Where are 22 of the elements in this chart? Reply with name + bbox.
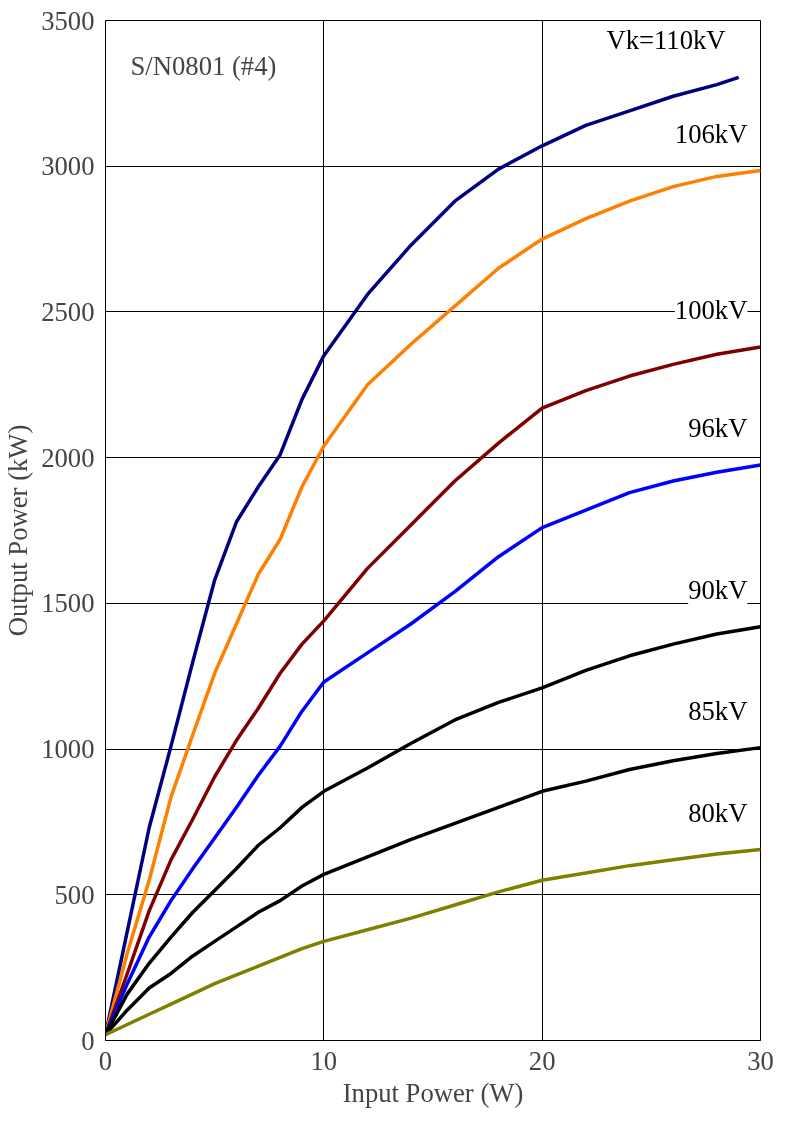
series-label: 85kV bbox=[688, 695, 748, 726]
annotation: S/N0801 (#4) bbox=[130, 50, 277, 81]
y-tick-label: 3500 bbox=[41, 5, 95, 36]
x-tick-label: 20 bbox=[528, 1045, 556, 1076]
series-label: 106kV bbox=[674, 118, 748, 149]
x-tick-label: 30 bbox=[747, 1045, 774, 1076]
line-series bbox=[105, 847, 761, 1037]
y-axis-title: Output Power (kW) bbox=[3, 424, 34, 637]
series-label: 80kV bbox=[688, 797, 748, 828]
series-label: 96kV bbox=[688, 412, 748, 443]
series-label: 100kV bbox=[674, 294, 748, 325]
series-label: Vk=110kV bbox=[606, 25, 726, 56]
y-tick-label: 1000 bbox=[41, 734, 95, 765]
y-tick-label: 2000 bbox=[41, 442, 95, 473]
y-tick-label: 3000 bbox=[41, 151, 95, 182]
series-label: 90kV bbox=[688, 574, 748, 605]
y-tick-label: 0 bbox=[81, 1025, 95, 1056]
y-tick-label: 2500 bbox=[41, 296, 95, 327]
y-tick-label: 1500 bbox=[41, 588, 95, 619]
x-axis-title: Input Power (W) bbox=[342, 1077, 524, 1108]
x-tick-label: 10 bbox=[310, 1045, 338, 1076]
y-tick-label: 500 bbox=[54, 879, 95, 910]
